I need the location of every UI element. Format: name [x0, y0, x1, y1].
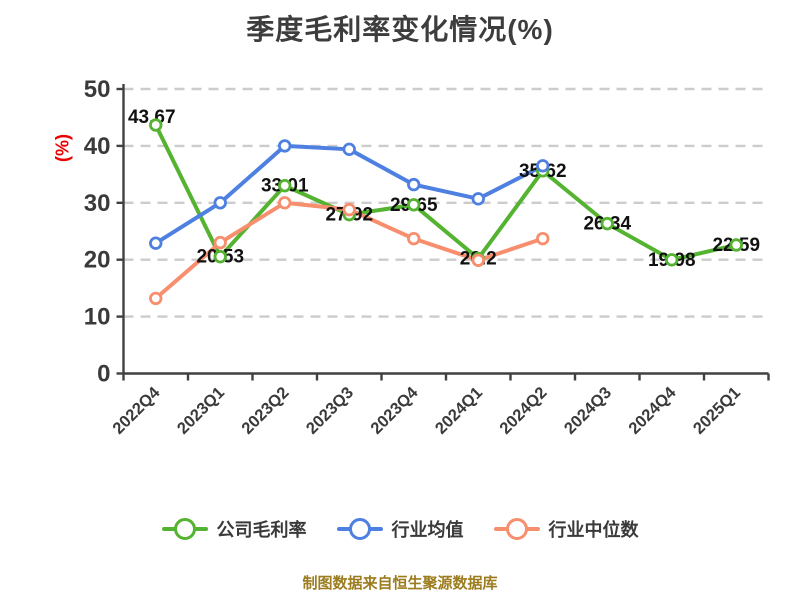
- data-point-marker-industry-average: [149, 236, 163, 250]
- gridlines: [123, 87, 769, 318]
- y-axis-tick-label: 20: [84, 247, 111, 274]
- x-axis-tick-label: 2023Q4: [367, 383, 422, 438]
- data-source-note: 制图数据来自恒生聚源数据库: [302, 575, 498, 592]
- x-axis-tick-label: 2023Q2: [238, 384, 292, 438]
- y-axis-tick-label: 40: [84, 133, 111, 160]
- data-point-marker-company-gross-margin: [149, 118, 163, 132]
- data-point-marker-company-gross-margin: [278, 178, 292, 193]
- data-points: [149, 118, 743, 306]
- series-line-industry-average: [153, 143, 545, 246]
- legend-item-industry-average[interactable]: 行业均值: [336, 516, 464, 542]
- y-axis-tick-label: 0: [97, 361, 110, 388]
- data-point-marker-industry-average: [278, 139, 292, 153]
- data-point-marker-industry-median: [471, 253, 485, 267]
- y-axis-tick-label: 30: [84, 190, 111, 217]
- data-point-marker-company-gross-margin: [600, 216, 614, 231]
- legend-circle-icon: [173, 518, 196, 540]
- x-axis-tick-label: 2024Q1: [432, 384, 486, 438]
- legend-marker-company-gross-margin: [161, 518, 208, 540]
- legend-marker-industry-median: [493, 518, 540, 540]
- chart-title: 季度毛利率变化情况(%): [246, 14, 554, 45]
- data-point-marker-industry-average: [213, 196, 227, 210]
- data-point-marker-industry-average: [536, 159, 550, 173]
- legend-label: 行业中位数: [548, 520, 639, 540]
- data-point-marker-industry-median: [536, 231, 550, 246]
- data-point-marker-industry-median: [213, 235, 227, 250]
- data-point-marker-company-gross-margin: [213, 249, 227, 264]
- series-lines: [153, 123, 739, 301]
- y-axis-tick-label: 10: [84, 304, 111, 331]
- x-axis-tick-label: 2024Q2: [496, 384, 550, 438]
- x-axis-tick-label: 2024Q3: [561, 384, 615, 438]
- legend-marker-industry-average: [336, 518, 383, 540]
- data-point-marker-industry-average: [342, 142, 356, 157]
- legend-label: 公司毛利率: [216, 520, 307, 540]
- data-point-marker-industry-median: [149, 291, 163, 306]
- legend-item-industry-median[interactable]: 行业中位数: [493, 516, 639, 542]
- data-point-marker-company-gross-margin: [407, 198, 421, 212]
- legend-label: 行业均值: [391, 520, 464, 540]
- data-point-marker-industry-median: [278, 196, 292, 210]
- legend: 公司毛利率 行业均值 行业中位数: [0, 516, 800, 542]
- x-axis-tick-label: 2023Q3: [303, 384, 357, 438]
- x-axis-tick-label: 2024Q4: [625, 383, 680, 438]
- legend-item-company-gross-margin[interactable]: 公司毛利率: [161, 516, 307, 542]
- legend-circle-icon: [348, 518, 371, 540]
- data-point-marker-company-gross-margin: [665, 253, 679, 267]
- data-point-marker-industry-average: [471, 192, 485, 206]
- y-axis-tick-label: 50: [84, 76, 111, 103]
- legend-circle-icon: [505, 518, 528, 540]
- data-point-marker-industry-median: [407, 231, 421, 246]
- data-point-marker-company-gross-margin: [729, 238, 743, 252]
- x-axis-tick-label: 2022Q4: [109, 383, 164, 438]
- data-point-marker-industry-median: [342, 202, 356, 217]
- x-axis-tick-label: 2025Q1: [690, 384, 744, 438]
- x-axis-tick-label: 2023Q1: [174, 384, 228, 438]
- data-point-marker-industry-average: [407, 177, 421, 192]
- data-point-value-label: 43.67: [128, 107, 176, 128]
